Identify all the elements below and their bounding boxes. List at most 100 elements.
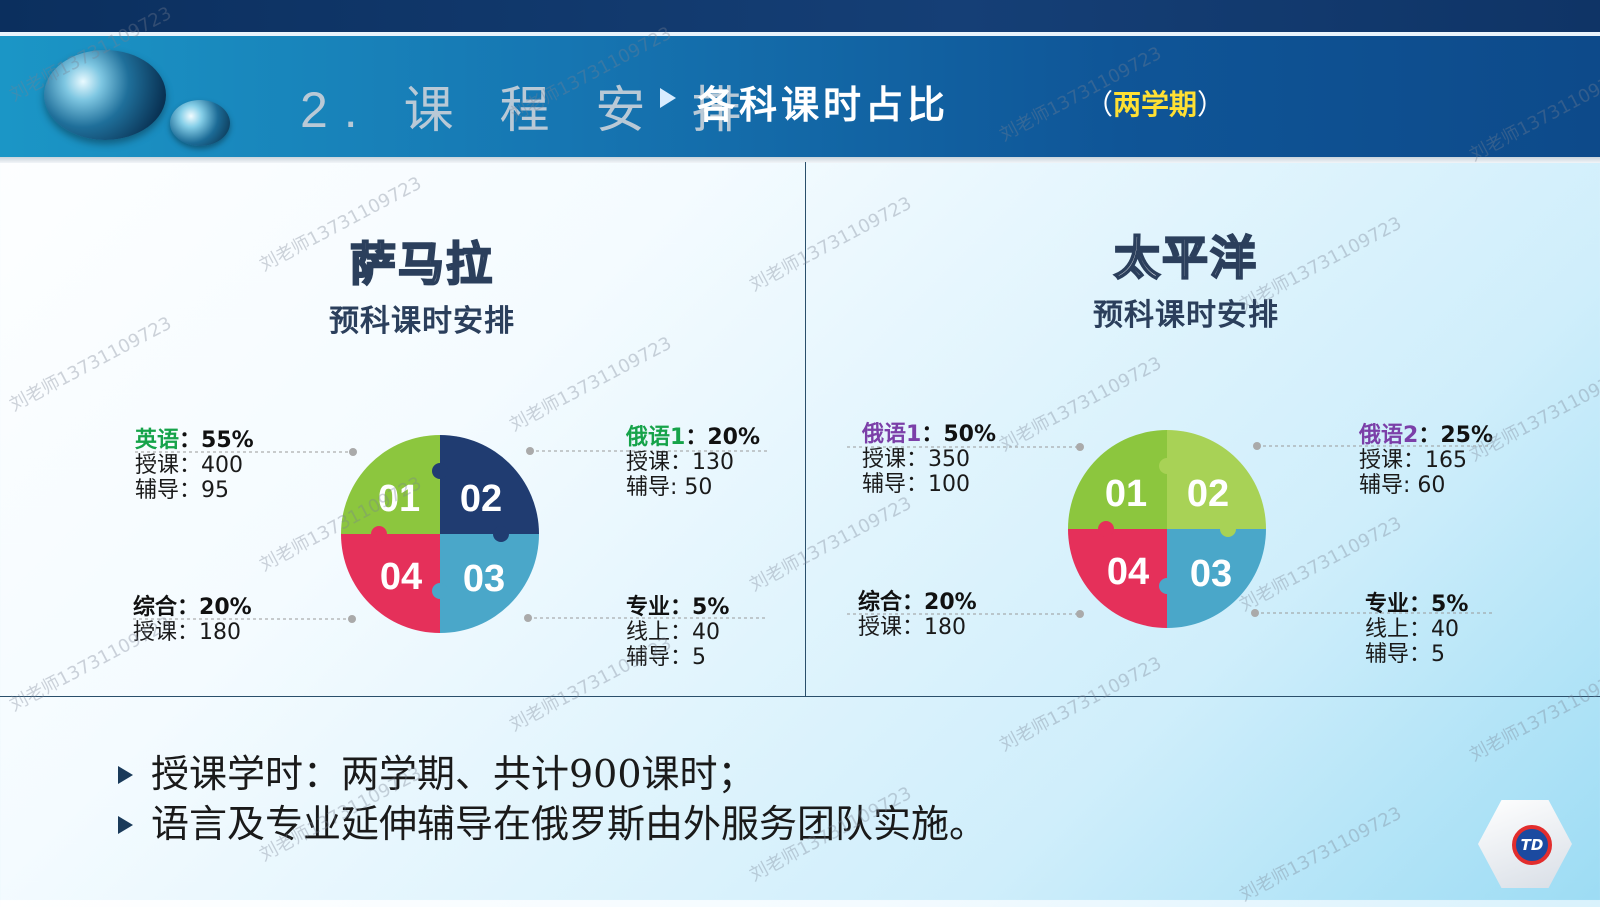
subject-detail: 辅导：5 bbox=[626, 645, 706, 670]
puzzle-piece-04 bbox=[1068, 529, 1167, 628]
puzzle-piece-02 bbox=[1167, 430, 1266, 529]
puzzle-label-01: 01 bbox=[378, 478, 420, 520]
puzzle-knob bbox=[371, 526, 387, 542]
subject-major: 专业：5% 线上：40 辅导：5 bbox=[1365, 592, 1468, 667]
puzzle-label-03: 03 bbox=[1190, 553, 1232, 595]
subject-detail: 授课：400 bbox=[135, 453, 243, 478]
subject-detail: 授课：165 bbox=[1359, 448, 1467, 473]
campus-heading-pacific: 太平洋 预科课时安排 bbox=[1026, 222, 1346, 334]
subject-general: 综合：20% 授课：180 bbox=[133, 595, 252, 645]
subtitle-qualifier: （两学期） bbox=[1085, 83, 1225, 123]
subject-percent: 50% bbox=[943, 422, 996, 447]
puzzle-circle-samara: 01 02 03 04 bbox=[341, 435, 539, 633]
decorative-bubble-small bbox=[170, 100, 230, 146]
leader-dot bbox=[1253, 442, 1261, 450]
subject-percent: 5% bbox=[692, 595, 730, 620]
subject-detail: 线上：40 bbox=[1365, 617, 1459, 642]
arrow-bullet-icon bbox=[118, 765, 133, 784]
subject-sep: ： bbox=[177, 595, 200, 620]
puzzle-knob bbox=[493, 526, 509, 542]
paren-close: ） bbox=[1197, 88, 1226, 121]
decorative-bubble-large bbox=[44, 50, 166, 140]
subject-name: 英语 bbox=[135, 428, 180, 453]
arrow-bullet-icon bbox=[660, 88, 676, 108]
leader-dot bbox=[1076, 610, 1084, 618]
vertical-divider bbox=[805, 162, 806, 697]
subject-sep: ： bbox=[670, 595, 693, 620]
campus-subtitle: 预科课时安排 bbox=[329, 304, 515, 339]
top-strip bbox=[0, 0, 1600, 32]
puzzle-piece-02 bbox=[440, 435, 539, 534]
puzzle-knob bbox=[1098, 521, 1114, 537]
subject-percent: 55% bbox=[201, 428, 254, 453]
subject-percent: 25% bbox=[1440, 423, 1493, 448]
subject-percent: 5% bbox=[1431, 592, 1469, 617]
subject-name: 俄语2 bbox=[1359, 423, 1419, 448]
leader-dot bbox=[348, 615, 356, 623]
horizontal-divider bbox=[0, 696, 1600, 697]
header-shadow bbox=[0, 157, 1600, 163]
subject-russian-1: 俄语1：50% 授课：350 辅导：100 bbox=[862, 422, 996, 497]
leader-dot bbox=[526, 447, 534, 455]
subject-sep: ： bbox=[685, 425, 708, 450]
bullet-text: 语言及专业延伸辅导在俄罗斯由外服务团队实施。 bbox=[151, 802, 988, 846]
puzzle-label-02: 02 bbox=[460, 478, 502, 520]
subject-detail: 授课：350 bbox=[862, 447, 970, 472]
puzzle-knob bbox=[1159, 578, 1175, 594]
puzzle-piece-04 bbox=[341, 534, 440, 633]
arrow-bullet-icon bbox=[118, 815, 133, 834]
puzzle-piece-03 bbox=[1167, 529, 1266, 628]
subject-detail: 辅导：5 bbox=[1365, 642, 1445, 667]
subject-general: 综合：20% 授课：180 bbox=[858, 590, 977, 640]
puzzle-knob bbox=[1220, 521, 1236, 537]
leader-dot bbox=[1076, 443, 1084, 451]
puzzle-piece-01 bbox=[341, 435, 440, 534]
puzzle-knob bbox=[432, 463, 448, 479]
puzzle-label-04: 04 bbox=[380, 556, 422, 598]
subject-sep: ： bbox=[1409, 592, 1432, 617]
subject-percent: 20% bbox=[707, 425, 760, 450]
puzzle-piece-03 bbox=[440, 534, 539, 633]
subject-major: 专业：5% 线上：40 辅导：5 bbox=[626, 595, 729, 670]
subject-percent: 20% bbox=[199, 595, 252, 620]
subject-russian-2: 俄语2：25% 授课：165 辅导: 60 bbox=[1359, 423, 1493, 498]
subject-sep: ： bbox=[179, 428, 202, 453]
campus-name: 萨马拉 bbox=[349, 236, 494, 292]
subject-sep: ： bbox=[902, 590, 925, 615]
subject-detail: 辅导：95 bbox=[135, 478, 229, 503]
subject-name: 综合 bbox=[858, 590, 903, 615]
puzzle-circle-pacific: 01 02 03 04 bbox=[1068, 430, 1266, 628]
campus-heading-samara: 萨马拉 预科课时安排 bbox=[262, 228, 582, 340]
header-band bbox=[0, 36, 1600, 157]
subject-detail: 授课：130 bbox=[626, 450, 734, 475]
puzzle-piece-01 bbox=[1068, 430, 1167, 529]
subject-detail: 授课：180 bbox=[133, 620, 241, 645]
slide-subtitle: 各科课时占比 bbox=[697, 83, 950, 127]
subject-detail: 线上：40 bbox=[626, 620, 720, 645]
subject-english: 英语：55% 授课：400 辅导：95 bbox=[135, 428, 254, 503]
logo-icon: TD bbox=[1512, 825, 1552, 865]
bullet-item: 授课学时：两学期、共计900课时； bbox=[118, 743, 756, 798]
puzzle-label-04: 04 bbox=[1107, 551, 1149, 593]
subject-detail: 授课：180 bbox=[858, 615, 966, 640]
campus-subtitle: 预科课时安排 bbox=[1093, 298, 1279, 333]
puzzle-label-03: 03 bbox=[463, 558, 505, 600]
leader-dot bbox=[349, 448, 357, 456]
subject-percent: 20% bbox=[924, 590, 977, 615]
leader-dot bbox=[524, 614, 532, 622]
subject-name: 俄语1 bbox=[862, 422, 922, 447]
subject-sep: ： bbox=[1418, 423, 1441, 448]
subject-detail: 辅导: 50 bbox=[626, 475, 713, 500]
subject-name: 综合 bbox=[133, 595, 178, 620]
puzzle-label-01: 01 bbox=[1105, 473, 1147, 515]
bullet-item: 语言及专业延伸辅导在俄罗斯由外服务团队实施。 bbox=[118, 793, 987, 848]
subject-sep: ： bbox=[921, 422, 944, 447]
subject-detail: 辅导：100 bbox=[862, 472, 970, 497]
subject-name: 俄语1 bbox=[626, 425, 686, 450]
subject-name: 专业 bbox=[626, 595, 671, 620]
puzzle-knob bbox=[1159, 458, 1175, 474]
semester-label: 两学期 bbox=[1113, 88, 1198, 121]
subject-detail: 辅导: 60 bbox=[1359, 473, 1446, 498]
bullet-text: 授课学时：两学期、共计900课时； bbox=[151, 752, 756, 796]
